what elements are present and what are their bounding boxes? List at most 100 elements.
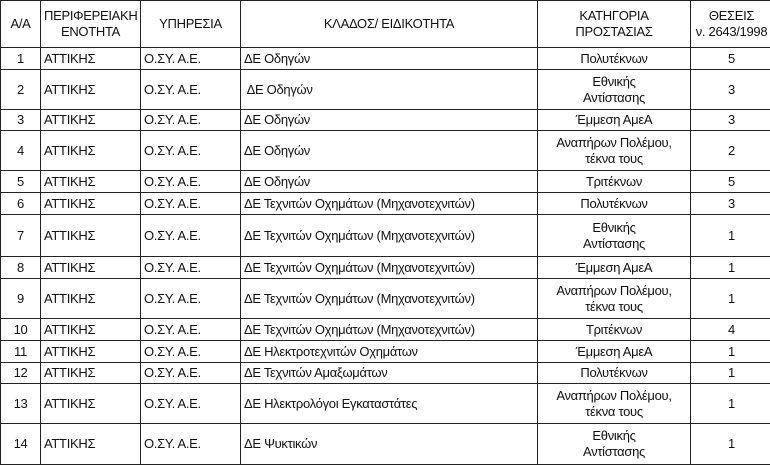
service-cell: Ο.ΣΥ. Α.Ε. [141,424,241,465]
header-category-line2: ΠΡΟΣΤΑΣΙΑΣ [575,24,652,39]
positions-cell: 1 [691,215,770,257]
specialty-cell: ΔΕ Οδηγών [241,48,538,70]
service-cell: Ο.ΣΥ. Α.Ε. [141,384,241,424]
row-number: 11 [1,341,41,363]
region-cell: ΑΤΤΙΚΗΣ [41,319,141,341]
category-cell: Πολυτέκνων [538,363,691,384]
header-region-line2: ΕΝΟΤΗΤΑ [61,24,120,39]
region-cell: ΑΤΤΙΚΗΣ [41,424,141,465]
header-positions-line1: ΘΕΣΕΙΣ [709,8,754,23]
category-line1: Έμμεση ΑμεΑ [576,112,652,127]
specialty-cell: ΔΕ Ψυκτικών [241,424,538,465]
row-number: 1 [1,48,41,70]
category-line1: Αναπήρων Πολέμου, [556,388,671,403]
positions-cell: 1 [691,257,770,279]
specialty-cell: ΔΕ Οδηγών [241,110,538,131]
region-cell: ΑΤΤΙΚΗΣ [41,384,141,424]
positions-cell: 3 [691,193,770,215]
category-cell: Πολυτέκνων [538,48,691,70]
category-line1: Αναπήρων Πολέμου, [556,283,671,298]
row-number: 5 [1,171,41,193]
specialty-cell: ΔΕ Τεχνιτών Οχημάτων (Μηχανοτεχνιτών) [241,279,538,319]
region-cell: ΑΤΤΙΚΗΣ [41,215,141,257]
positions-cell: 4 [691,319,770,341]
category-cell: Πολυτέκνων [538,193,691,215]
region-cell: ΑΤΤΙΚΗΣ [41,193,141,215]
row-number: 8 [1,257,41,279]
region-cell: ΑΤΤΙΚΗΣ [41,363,141,384]
service-cell: Ο.ΣΥ. Α.Ε. [141,341,241,363]
row-number: 13 [1,384,41,424]
service-cell: Ο.ΣΥ. Α.Ε. [141,215,241,257]
positions-cell: 1 [691,341,770,363]
category-line1: Πολυτέκνων [580,196,647,211]
category-line1: Αναπήρων Πολέμου, [556,135,671,150]
service-cell: Ο.ΣΥ. Α.Ε. [141,193,241,215]
category-line2: Αντίστασης [583,236,645,251]
service-cell: Ο.ΣΥ. Α.Ε. [141,110,241,131]
category-line1: Έμμεση ΑμεΑ [576,344,652,359]
specialty-cell: ΔΕ Τεχνιτών Οχημάτων (Μηχανοτεχνιτών) [241,215,538,257]
row-number: 3 [1,110,41,131]
header-service: ΥΠΗΡΕΣΙΑ [141,1,241,48]
specialty-cell: ΔΕ Τεχνιτών Οχημάτων (Μηχανοτεχνιτών) [241,257,538,279]
category-cell: Έμμεση ΑμεΑ [538,110,691,131]
category-line1: Τριτέκνων [586,322,642,337]
category-cell: Τριτέκνων [538,171,691,193]
service-cell: Ο.ΣΥ. Α.Ε. [141,70,241,110]
specialty-cell: ΔΕ Τεχνιτών Οχημάτων (Μηχανοτεχνιτών) [241,319,538,341]
category-line2: Αντίστασης [583,90,645,105]
specialty-cell: ΔΕ Οδηγών [241,70,538,110]
positions-cell: 5 [691,171,770,193]
region-cell: ΑΤΤΙΚΗΣ [41,70,141,110]
specialty-cell: ΔΕ Οδηγών [241,171,538,193]
service-cell: Ο.ΣΥ. Α.Ε. [141,279,241,319]
category-line1: Πολυτέκνων [580,365,647,380]
positions-cell: 3 [691,70,770,110]
row-number: 9 [1,279,41,319]
service-cell: Ο.ΣΥ. Α.Ε. [141,171,241,193]
positions-cell: 1 [691,279,770,319]
positions-cell: 3 [691,110,770,131]
specialty-cell: ΔΕ Τεχνιτών Οχημάτων (Μηχανοτεχνιτών) [241,193,538,215]
service-cell: Ο.ΣΥ. Α.Ε. [141,257,241,279]
row-number: 4 [1,131,41,171]
header-category-line1: ΚΑΤΗΓΟΡΙΑ [579,8,648,23]
service-cell: Ο.ΣΥ. Α.Ε. [141,131,241,171]
service-cell: Ο.ΣΥ. Α.Ε. [141,319,241,341]
specialty-cell: ΔΕ Ηλεκτρολόγοι Εγκαταστάτες [241,384,538,424]
category-cell: Αναπήρων Πολέμου,τέκνα τους [538,131,691,171]
category-cell: Έμμεση ΑμεΑ [538,257,691,279]
region-cell: ΑΤΤΙΚΗΣ [41,257,141,279]
service-cell: Ο.ΣΥ. Α.Ε. [141,363,241,384]
region-cell: ΑΤΤΙΚΗΣ [41,131,141,171]
region-cell: ΑΤΤΙΚΗΣ [41,171,141,193]
positions-cell: 1 [691,424,770,465]
category-cell: Αναπήρων Πολέμου,τέκνα τους [538,384,691,424]
row-number: 10 [1,319,41,341]
row-number: 7 [1,215,41,257]
positions-cell: 1 [691,384,770,424]
category-line2: Αντίστασης [583,444,645,459]
category-cell: Έμμεση ΑμεΑ [538,341,691,363]
category-line1: Εθνικής [592,428,635,443]
